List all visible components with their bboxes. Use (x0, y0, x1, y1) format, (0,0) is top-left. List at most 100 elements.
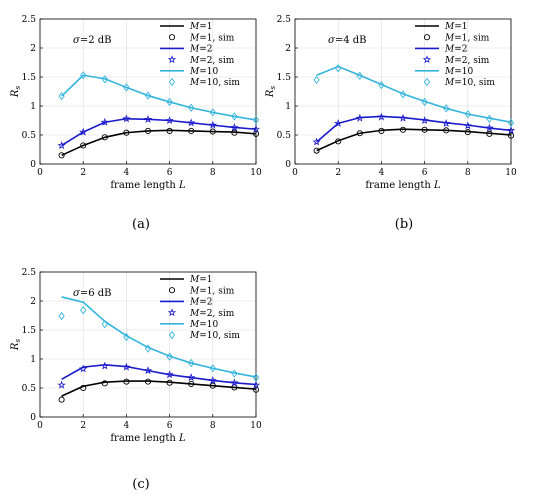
data-point-diamond (101, 75, 108, 84)
legend-label: M=1, sim (189, 286, 235, 296)
data-point-star (355, 113, 364, 122)
legend-marker-circle (168, 34, 176, 41)
data-point-star (463, 121, 472, 130)
legend-label: M=2, sim (189, 309, 235, 319)
data-point-diamond (144, 91, 152, 100)
data-point-circle (335, 138, 342, 145)
y-tick-label: 2.5 (22, 15, 37, 25)
data-point-circle (507, 132, 515, 139)
data-point-star (312, 137, 321, 146)
data-point-star (165, 116, 174, 125)
data-point-star (398, 113, 408, 122)
data-point-star (334, 118, 343, 127)
data-point-star (57, 380, 66, 389)
y-axis-label: Rs (265, 86, 277, 99)
y-tick-label: 1 (285, 102, 291, 112)
data-point-diamond (464, 109, 471, 119)
data-point-diamond (58, 91, 65, 101)
y-tick-label: 1 (30, 355, 36, 365)
chart-panel-1: 0 2 4 6 8 10 0 0.5 1 1.5 2 2.5 frame length L Rs σ=2 d… (10, 15, 262, 232)
y-tick-label: 0.5 (22, 131, 37, 141)
data-point-circle (58, 152, 65, 159)
data-point-diamond (209, 364, 216, 373)
data-point-circle (486, 130, 493, 137)
data-point-circle (252, 130, 260, 137)
plot-frame (39, 18, 257, 165)
data-point-star (187, 118, 196, 127)
plot-frame (294, 18, 512, 165)
data-point-circle (123, 378, 130, 385)
data-point-circle (421, 126, 428, 133)
plot-frame (39, 271, 257, 418)
series-line-1 (61, 380, 257, 397)
data-point-diamond (335, 64, 342, 73)
legend-marker-star (422, 55, 432, 64)
sigma-annotation: σ=6 dB (73, 288, 112, 299)
data-point-circle (166, 127, 173, 134)
data-point-star (79, 364, 88, 373)
legend-label: M=2 (189, 298, 213, 308)
data-point-circle (58, 396, 65, 403)
data-point-circle (443, 127, 450, 134)
data-point-circle (231, 384, 238, 391)
x-axis-label: frame length L (110, 433, 186, 444)
data-point-diamond (209, 108, 216, 117)
legend-label: M=1 (189, 275, 213, 285)
data-point-diamond (443, 104, 450, 113)
legend-label: M=1 (189, 22, 213, 32)
data-point-star (442, 118, 451, 127)
legend-marker-star (167, 55, 177, 64)
y-tick-label: 0 (285, 160, 291, 170)
panel-caption: (b) (395, 217, 413, 232)
chart-panel-2: 0 2 4 6 8 10 0 0.5 1 1.5 2 2.5 frame length L Rs σ=4 d… (265, 15, 517, 232)
legend-marker-diamond (168, 330, 176, 340)
x-tick-label: 8 (210, 421, 216, 431)
y-tick-label: 2 (30, 44, 36, 54)
y-axis-label: Rs (10, 339, 22, 352)
x-axis-label: frame length L (110, 180, 186, 191)
data-point-diamond (507, 118, 515, 127)
series-line-3 (61, 364, 257, 386)
data-point-star (143, 114, 153, 123)
x-tick-label: 6 (167, 421, 173, 431)
legend-marker-star (167, 308, 177, 317)
data-point-star (165, 370, 174, 379)
data-point-star (143, 366, 153, 375)
data-point-star (420, 116, 429, 125)
data-point-star (506, 125, 516, 134)
legend-label: M=1, sim (189, 33, 235, 43)
data-point-circle (356, 130, 363, 137)
x-axis-label: frame length L (365, 180, 441, 191)
data-point-circle (313, 147, 320, 154)
series-line-5 (61, 74, 257, 121)
sigma-annotation: σ=4 dB (328, 35, 367, 46)
series-line-5 (316, 65, 512, 124)
data-point-diamond (123, 83, 130, 92)
data-point-diamond (166, 97, 173, 107)
legend-label: M=2 (189, 45, 213, 55)
data-point-diamond (252, 115, 260, 125)
data-point-diamond (188, 103, 195, 112)
legend-label: M=1, sim (444, 33, 490, 43)
data-point-star (122, 362, 131, 371)
y-tick-label: 0 (30, 160, 36, 170)
data-point-circle (166, 379, 173, 386)
x-tick-label: 2 (335, 168, 341, 178)
data-point-circle (252, 386, 260, 393)
data-point-diamond (313, 75, 320, 85)
x-tick-label: 10 (250, 421, 262, 431)
data-point-star (187, 373, 196, 382)
data-point-circle (399, 126, 407, 133)
series-line-1 (316, 128, 512, 152)
data-point-diamond (231, 112, 238, 121)
data-point-circle (209, 382, 216, 389)
x-tick-label: 4 (124, 168, 130, 178)
x-tick-label: 8 (465, 168, 471, 178)
data-point-diamond (356, 71, 363, 80)
panel-caption: (a) (132, 217, 150, 232)
y-tick-label: 2.5 (277, 15, 292, 25)
data-point-diamond (101, 320, 108, 329)
legend-label: M=2, sim (444, 56, 490, 66)
legend-label: M=1 (444, 22, 468, 32)
